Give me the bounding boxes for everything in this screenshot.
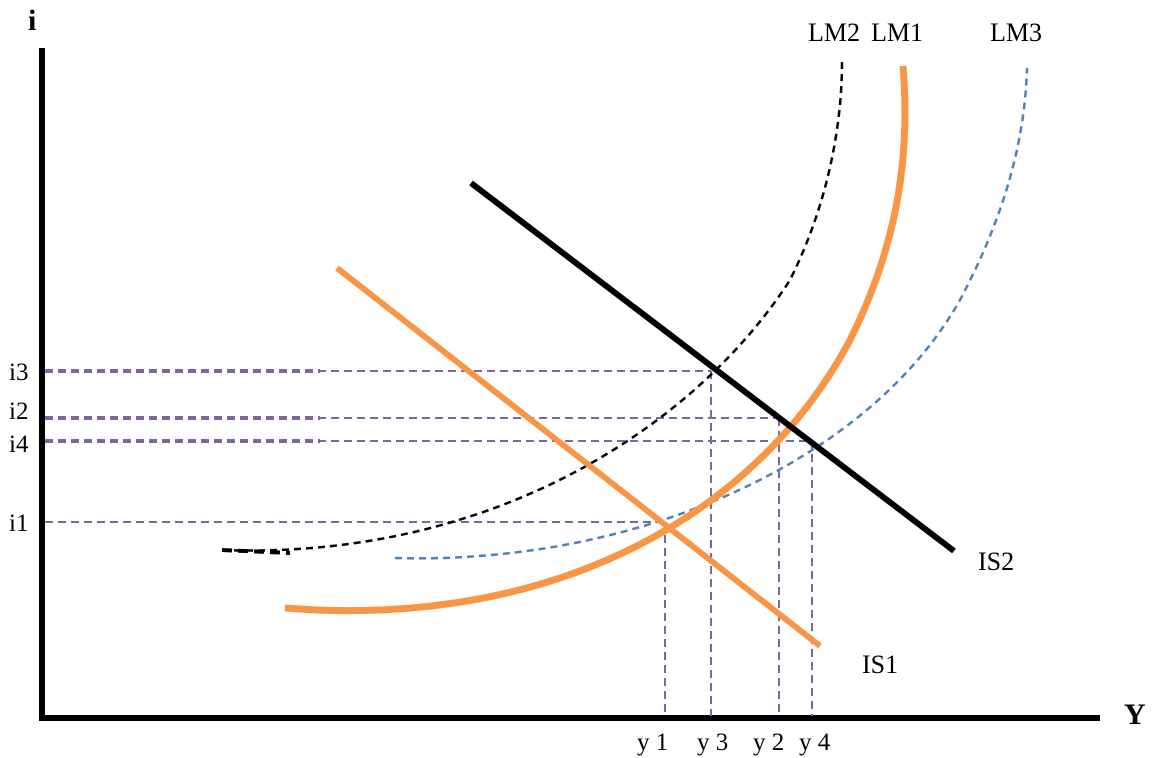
is2-curve (469, 180, 956, 554)
is1-label: IS1 (862, 650, 898, 679)
interest-label-i2: i2 (9, 398, 28, 425)
x-axis-label: Y (1124, 698, 1146, 731)
is1-curve (335, 265, 822, 649)
lm1-label: LM1 (871, 18, 923, 47)
lm3-curve (394, 67, 1029, 560)
lm1-curve (284, 65, 909, 615)
output-guides (664, 371, 813, 716)
output-label-y4: y 4 (799, 729, 831, 756)
output-label-y1: y 1 (637, 729, 668, 756)
interest-guides (45, 370, 812, 523)
is2-label: IS2 (978, 547, 1014, 576)
lm3-label: LM3 (990, 18, 1042, 47)
output-label-y3: y 3 (697, 729, 728, 756)
interest-label-i3: i3 (9, 359, 28, 386)
lm2-label: LM2 (808, 18, 860, 47)
interest-label-i4: i4 (9, 431, 29, 458)
output-label-y2: y 2 (753, 729, 784, 756)
interest-label-i1: i1 (9, 510, 28, 537)
y-axis-label: i (28, 4, 36, 37)
lm2-curve (221, 61, 844, 552)
